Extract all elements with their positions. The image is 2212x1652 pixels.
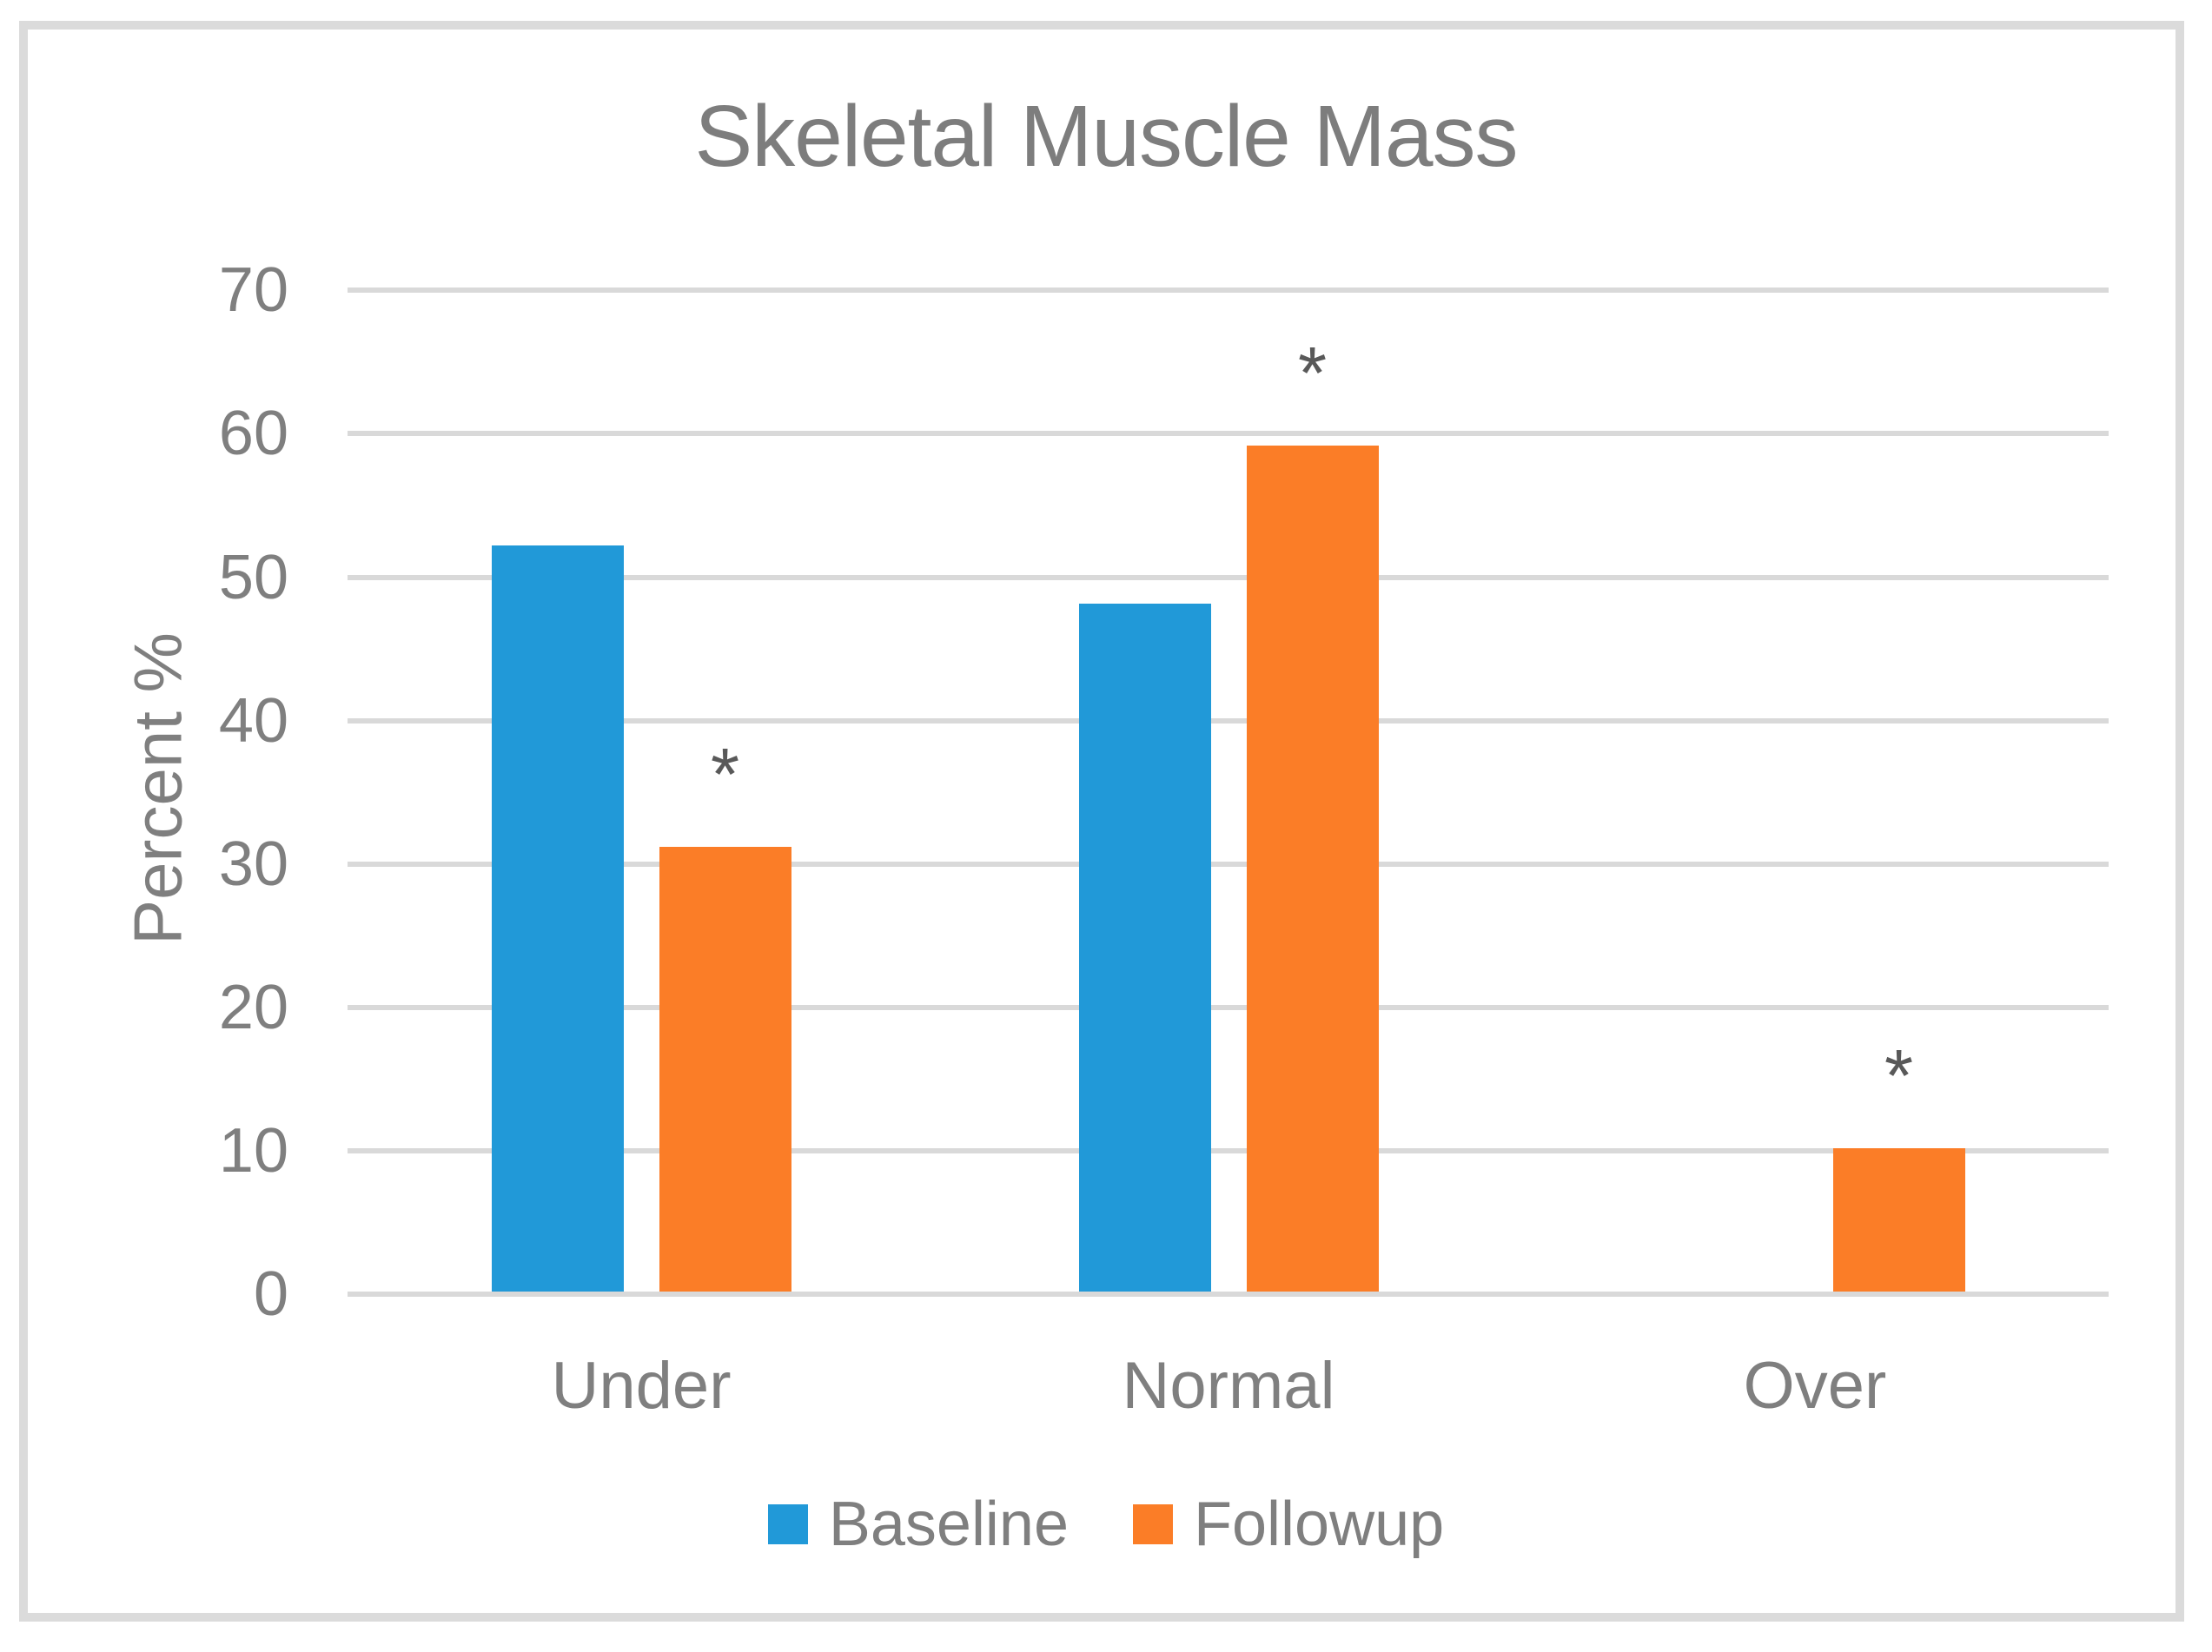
y-tick-label-60: 60: [218, 399, 288, 469]
bar-baseline-normal: [1078, 603, 1211, 1292]
x-category-label-over: Over: [1743, 1349, 1887, 1423]
legend-item-followup: Followup: [1133, 1493, 1444, 1556]
significance-asterisk-normal: *: [1297, 332, 1328, 415]
y-tick-label-50: 50: [218, 542, 288, 612]
y-tick-label-70: 70: [218, 255, 288, 326]
y-axis-title: Percent %: [119, 632, 196, 945]
bar-baseline-under: [491, 545, 624, 1292]
legend-label-followup: Followup: [1194, 1490, 1445, 1559]
legend-item-baseline: Baseline: [767, 1490, 1070, 1559]
gridline-y-20: [348, 1004, 2109, 1010]
x-category-label-under: Under: [551, 1349, 732, 1423]
y-tick-label-0: 0: [253, 1259, 288, 1329]
legend-swatch-followup: [1133, 1504, 1174, 1544]
y-tick-label-20: 20: [218, 972, 288, 1042]
x-category-label-normal: Normal: [1122, 1349, 1335, 1423]
legend-label-baseline: Baseline: [828, 1490, 1070, 1559]
x-axis-line: [348, 1292, 2109, 1297]
chart-title: Skeletal Muscle Mass: [694, 88, 1519, 185]
gridline-y-50: [348, 574, 2109, 580]
gridline-y-60: [348, 431, 2109, 437]
legend-swatch-baseline: [767, 1504, 808, 1544]
y-tick-label-40: 40: [218, 685, 288, 756]
bar-followup-under: [659, 847, 791, 1292]
gridline-y-30: [348, 861, 2109, 867]
gridline-y-70: [348, 287, 2109, 294]
significance-asterisk-over: *: [1884, 1034, 1914, 1118]
gridline-y-10: [348, 1147, 2109, 1153]
bar-followup-normal: [1246, 445, 1379, 1292]
gridline-y-40: [348, 717, 2109, 724]
bar-followup-over: [1832, 1147, 1965, 1292]
y-tick-label-10: 10: [218, 1115, 288, 1186]
chart-border: [19, 21, 2184, 1622]
y-tick-label-30: 30: [218, 829, 288, 899]
significance-asterisk-under: *: [710, 734, 740, 817]
legend: Baseline Followup: [0, 1474, 2212, 1575]
